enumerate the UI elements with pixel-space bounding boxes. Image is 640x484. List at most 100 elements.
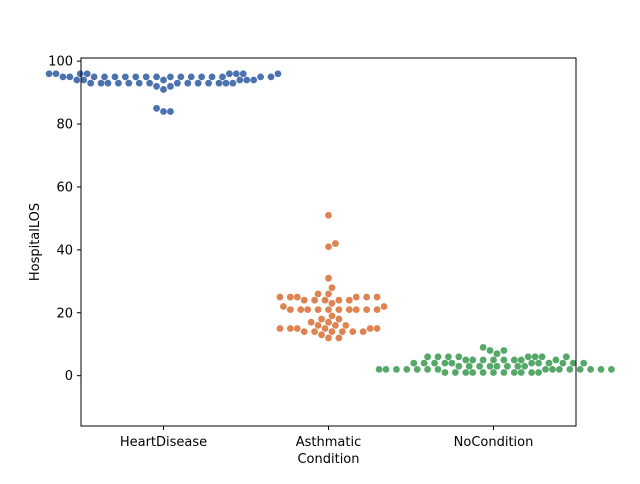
point-nocondition xyxy=(566,365,574,373)
point-nocondition xyxy=(528,359,536,367)
point-nocondition xyxy=(500,356,508,364)
point-asthmatic xyxy=(328,312,336,320)
point-nocondition xyxy=(479,343,487,351)
point-asthmatic xyxy=(335,315,343,323)
point-heartdisease xyxy=(250,76,258,84)
point-nocondition xyxy=(535,369,542,376)
point-asthmatic xyxy=(311,296,319,304)
point-nocondition xyxy=(441,359,449,367)
point-heartdisease xyxy=(90,73,98,81)
point-asthmatic xyxy=(380,303,388,310)
point-heartdisease xyxy=(115,79,122,87)
point-heartdisease xyxy=(222,79,230,87)
point-nocondition xyxy=(580,359,588,367)
point-nocondition xyxy=(375,365,383,373)
point-heartdisease xyxy=(83,70,91,78)
point-nocondition xyxy=(479,369,487,376)
point-heartdisease xyxy=(198,73,206,81)
point-nocondition xyxy=(503,362,511,370)
point-asthmatic xyxy=(304,306,312,314)
point-heartdisease xyxy=(45,70,53,78)
point-nocondition xyxy=(479,356,487,364)
point-asthmatic xyxy=(276,293,284,301)
point-nocondition xyxy=(486,362,494,370)
point-nocondition xyxy=(393,365,400,373)
point-nocondition xyxy=(597,365,605,373)
point-nocondition xyxy=(587,365,594,373)
points-layer xyxy=(45,70,615,376)
point-nocondition xyxy=(493,362,501,370)
axes-layer: 0 20 40 60 80 100 HeartDisease Asthmatic NoCondi… xyxy=(48,55,577,450)
point-nocondition xyxy=(382,365,390,373)
point-asthmatic xyxy=(276,325,284,332)
point-asthmatic xyxy=(286,325,294,332)
point-asthmatic xyxy=(332,321,339,329)
point-nocondition xyxy=(608,365,615,373)
point-heartdisease xyxy=(97,79,105,87)
point-asthmatic xyxy=(314,290,322,298)
point-asthmatic xyxy=(366,325,374,332)
point-nocondition xyxy=(431,359,438,367)
point-nocondition xyxy=(552,356,560,364)
point-nocondition xyxy=(510,356,518,364)
point-heartdisease xyxy=(274,70,282,78)
point-asthmatic xyxy=(325,290,332,298)
point-heartdisease xyxy=(121,73,129,81)
point-asthmatic xyxy=(300,296,308,304)
point-asthmatic xyxy=(286,293,294,301)
point-heartdisease xyxy=(153,82,160,90)
point-nocondition xyxy=(514,362,522,370)
point-heartdisease xyxy=(146,79,154,87)
x-axis-label: Condition xyxy=(297,452,359,467)
y-axis-label: HospitalLOS xyxy=(28,203,43,281)
point-asthmatic xyxy=(325,318,332,326)
point-asthmatic xyxy=(359,328,367,336)
point-nocondition xyxy=(434,365,442,373)
point-heartdisease xyxy=(135,79,143,87)
point-asthmatic xyxy=(335,296,343,304)
point-asthmatic xyxy=(280,303,287,310)
point-asthmatic xyxy=(335,306,343,314)
point-asthmatic xyxy=(349,328,357,336)
point-asthmatic xyxy=(332,240,339,247)
point-nocondition xyxy=(486,347,494,354)
x-tick-label: NoCondition xyxy=(454,435,534,450)
point-heartdisease xyxy=(160,108,167,115)
point-nocondition xyxy=(531,353,539,361)
point-asthmatic xyxy=(293,293,301,301)
point-nocondition xyxy=(562,353,570,361)
point-heartdisease xyxy=(101,73,108,81)
point-asthmatic xyxy=(328,284,336,292)
point-heartdisease xyxy=(173,79,181,87)
point-asthmatic xyxy=(314,321,322,329)
point-nocondition xyxy=(462,369,470,376)
point-asthmatic xyxy=(307,318,315,326)
point-heartdisease xyxy=(125,79,133,87)
point-asthmatic xyxy=(352,306,360,314)
point-nocondition xyxy=(476,362,484,370)
point-heartdisease xyxy=(111,73,119,81)
point-asthmatic xyxy=(328,328,336,336)
point-heartdisease xyxy=(80,76,88,84)
point-heartdisease xyxy=(52,70,60,78)
point-nocondition xyxy=(510,369,518,376)
point-asthmatic xyxy=(373,306,381,314)
point-asthmatic xyxy=(342,321,350,329)
point-heartdisease xyxy=(87,79,95,87)
point-heartdisease xyxy=(229,79,237,87)
point-asthmatic xyxy=(321,296,329,304)
point-heartdisease xyxy=(167,108,174,115)
point-nocondition xyxy=(424,365,432,373)
point-asthmatic xyxy=(325,243,332,251)
point-heartdisease xyxy=(160,86,167,93)
point-nocondition xyxy=(445,353,452,361)
point-nocondition xyxy=(545,359,553,367)
point-heartdisease xyxy=(153,73,160,81)
point-heartdisease xyxy=(142,73,150,81)
point-asthmatic xyxy=(363,293,371,301)
y-tick-label: 0 xyxy=(65,369,73,384)
point-nocondition xyxy=(462,356,470,364)
point-asthmatic xyxy=(325,334,332,342)
point-nocondition xyxy=(535,359,542,367)
